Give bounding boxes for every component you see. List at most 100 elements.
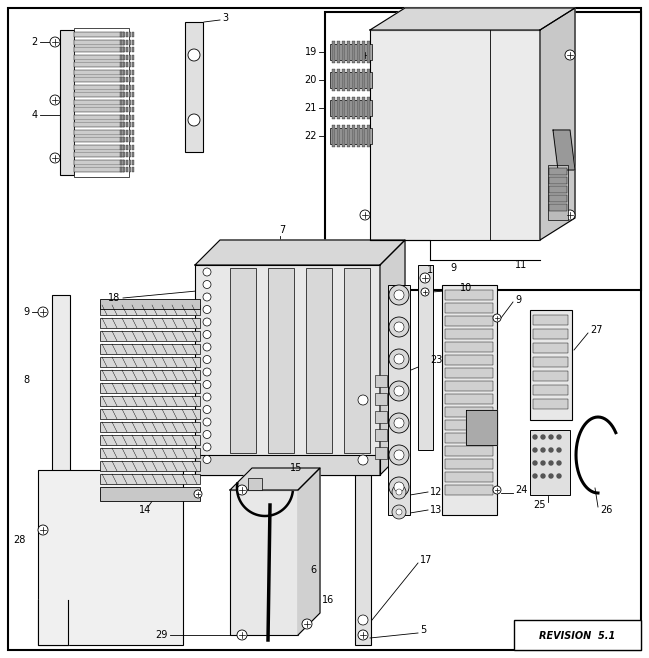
Bar: [347, 125, 350, 147]
Bar: [123, 137, 125, 142]
Text: 9: 9: [24, 307, 30, 317]
Bar: [375, 429, 387, 441]
Bar: [332, 125, 335, 147]
Circle shape: [188, 49, 200, 61]
Bar: [126, 92, 128, 97]
Bar: [362, 97, 365, 119]
Circle shape: [557, 448, 561, 452]
Bar: [230, 490, 298, 635]
Bar: [126, 107, 128, 112]
Circle shape: [237, 485, 247, 495]
Bar: [126, 99, 128, 105]
Circle shape: [549, 474, 553, 478]
Bar: [123, 114, 125, 120]
Circle shape: [237, 630, 247, 640]
Bar: [332, 97, 335, 119]
Bar: [337, 69, 340, 91]
Circle shape: [38, 525, 48, 535]
Bar: [74, 39, 124, 45]
Bar: [100, 370, 200, 380]
Circle shape: [203, 368, 211, 376]
Circle shape: [389, 413, 409, 433]
Circle shape: [549, 435, 553, 439]
Text: 14: 14: [139, 505, 151, 515]
Bar: [129, 32, 131, 37]
Bar: [132, 159, 134, 164]
Bar: [120, 55, 122, 59]
Text: 17: 17: [420, 555, 432, 565]
Bar: [129, 152, 131, 157]
Text: 22: 22: [304, 131, 317, 141]
Circle shape: [203, 330, 211, 338]
Bar: [418, 265, 433, 450]
Text: 9: 9: [450, 263, 456, 273]
Circle shape: [541, 448, 545, 452]
Bar: [375, 375, 387, 387]
Text: 18: 18: [108, 293, 120, 303]
Text: 23: 23: [430, 355, 443, 365]
Bar: [132, 62, 134, 67]
Bar: [367, 125, 370, 147]
Bar: [129, 167, 131, 172]
Bar: [120, 145, 122, 149]
Bar: [533, 343, 568, 353]
Bar: [357, 41, 360, 63]
Bar: [74, 92, 124, 97]
Bar: [129, 55, 131, 59]
Bar: [195, 455, 380, 475]
Bar: [100, 299, 200, 309]
Bar: [100, 448, 200, 458]
Bar: [123, 152, 125, 157]
Text: 15: 15: [290, 463, 302, 473]
Bar: [129, 84, 131, 89]
Bar: [126, 122, 128, 127]
Text: 20: 20: [304, 75, 317, 85]
Bar: [132, 92, 134, 97]
Bar: [357, 125, 360, 147]
Bar: [120, 62, 122, 67]
Bar: [337, 97, 340, 119]
Bar: [445, 420, 493, 430]
Bar: [325, 12, 641, 290]
Bar: [533, 357, 568, 367]
Bar: [74, 152, 124, 157]
Circle shape: [358, 630, 368, 640]
Circle shape: [360, 210, 370, 220]
Circle shape: [358, 395, 368, 405]
Text: 1: 1: [427, 265, 433, 275]
Bar: [132, 70, 134, 74]
Bar: [533, 329, 568, 339]
Bar: [100, 474, 200, 484]
Circle shape: [557, 474, 561, 478]
Bar: [548, 165, 568, 220]
Text: 10: 10: [460, 283, 472, 293]
Bar: [132, 32, 134, 37]
Circle shape: [389, 381, 409, 401]
Circle shape: [396, 489, 402, 495]
Bar: [123, 62, 125, 67]
Circle shape: [50, 37, 60, 47]
Circle shape: [493, 486, 501, 494]
Circle shape: [203, 318, 211, 326]
Text: 11: 11: [515, 260, 527, 270]
Bar: [445, 316, 493, 326]
Bar: [123, 77, 125, 82]
Circle shape: [203, 280, 211, 288]
Bar: [60, 30, 74, 175]
Bar: [74, 70, 124, 74]
Bar: [123, 167, 125, 172]
Bar: [74, 122, 124, 127]
Text: 4: 4: [32, 110, 38, 120]
Bar: [129, 92, 131, 97]
Bar: [330, 100, 372, 116]
Bar: [549, 177, 567, 184]
Text: 19: 19: [305, 47, 317, 57]
Bar: [123, 32, 125, 37]
Bar: [74, 84, 124, 89]
Circle shape: [389, 285, 409, 305]
Bar: [120, 39, 122, 45]
Bar: [120, 114, 122, 120]
Bar: [230, 268, 256, 453]
Bar: [549, 168, 567, 175]
Polygon shape: [380, 240, 405, 475]
